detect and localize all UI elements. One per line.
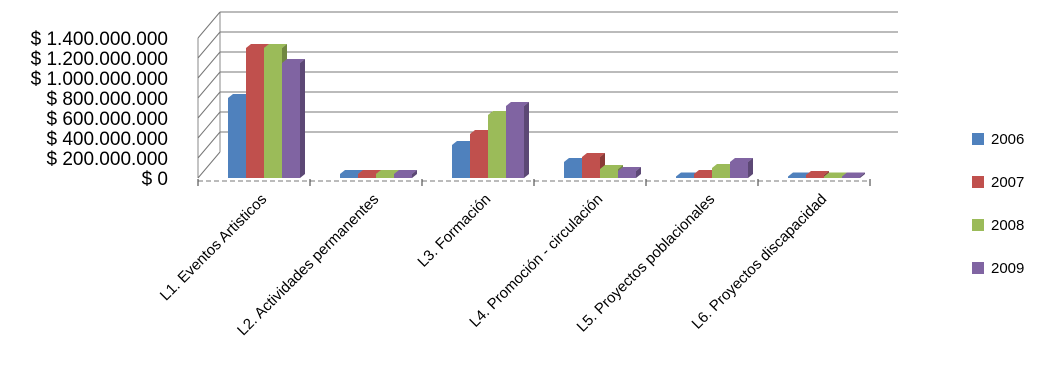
bar-top (730, 158, 753, 162)
bar-top (340, 170, 363, 174)
category-label: L6. Proyectos discapacidad (689, 191, 831, 333)
bar-top (618, 167, 641, 171)
bar-front (600, 169, 618, 178)
legend-label: 2007 (991, 174, 1024, 191)
bar (618, 167, 641, 178)
bar-top (246, 44, 269, 48)
bar (730, 158, 753, 178)
chart-walls (197, 12, 221, 178)
gridline-side (197, 111, 221, 139)
bar-front (488, 115, 506, 178)
bar-front (264, 48, 282, 178)
bar-top (394, 170, 417, 174)
bar-top (376, 170, 399, 174)
bar-top (470, 130, 493, 134)
bar-front (712, 168, 730, 178)
bar-front (376, 174, 394, 178)
bar-front (824, 176, 842, 178)
gridline-side (197, 31, 221, 59)
category-label: L1. Eventos Artisticos (157, 191, 270, 304)
category-label: L3. Formación (414, 191, 494, 271)
bar-front (806, 175, 824, 178)
legend-swatch (972, 262, 984, 274)
bar-top (582, 153, 605, 157)
bar-side (748, 158, 753, 178)
bar-top (358, 170, 381, 174)
gridline-side (197, 131, 221, 159)
bar-front (694, 174, 712, 178)
category-label: L4. Promoción - circulación (466, 191, 606, 331)
bar-front (394, 174, 412, 178)
bar-front (282, 63, 300, 178)
bar-front (506, 106, 524, 178)
bar-side (412, 170, 417, 178)
bar-side (860, 172, 865, 178)
bar-side (300, 59, 305, 178)
bar (394, 170, 417, 178)
y-axis-ticks: $ 0$ 200.000.000$ 400.000.000$ 600.000.0… (31, 29, 168, 190)
gridline-side (197, 151, 221, 179)
gridline-side (197, 51, 221, 79)
bar-front (246, 48, 264, 178)
legend-label: 2006 (991, 131, 1024, 148)
bar-top (488, 111, 511, 115)
y-tick-label: $ 200.000.000 (46, 149, 168, 170)
bar-top (824, 172, 847, 177)
legend-label: 2008 (991, 217, 1024, 234)
y-tick-label: $ 0 (142, 169, 168, 190)
bars (228, 44, 865, 178)
chart-floor (197, 179, 871, 186)
bar-top (452, 141, 475, 145)
gridlines (197, 11, 898, 179)
gridline-side (197, 71, 221, 99)
y-tick-label: $ 800.000.000 (46, 89, 168, 110)
bar-front (582, 157, 600, 178)
bar-side (524, 102, 529, 178)
y-tick-label: $ 1.000.000.000 (31, 69, 168, 90)
bar-top (564, 158, 587, 162)
bar-front (676, 176, 694, 178)
bar-top (842, 172, 865, 177)
gridline-side (197, 91, 221, 119)
bar-top (788, 172, 811, 177)
bar-front (842, 176, 860, 178)
bar-front (730, 162, 748, 178)
bar (842, 172, 865, 178)
bar-front (470, 134, 488, 178)
bar-top (264, 44, 287, 48)
bar-top (806, 171, 829, 175)
y-tick-label: $ 400.000.000 (46, 129, 168, 150)
legend-label: 2009 (991, 260, 1024, 277)
bar-front (564, 162, 582, 178)
legend-swatch (972, 133, 984, 145)
gridline-side (197, 11, 221, 39)
y-tick-label: $ 1.200.000.000 (31, 49, 168, 70)
y-tick-label: $ 600.000.000 (46, 109, 168, 130)
legend-swatch (972, 176, 984, 188)
bar-top (506, 102, 529, 106)
bar-top (282, 59, 305, 63)
bar-front (618, 171, 636, 178)
legend-swatch (972, 219, 984, 231)
bar-front (228, 98, 246, 178)
bar-front (452, 145, 470, 178)
bar (506, 102, 529, 178)
bar-top (600, 165, 623, 169)
bar-top (712, 164, 735, 168)
bar-side (636, 167, 641, 178)
bar-front (358, 174, 376, 178)
bar (282, 59, 305, 178)
bar-top (694, 170, 717, 174)
legend: 2006 2007 2008 2009 (972, 131, 1024, 277)
bar-top (228, 94, 251, 98)
bar-top (676, 172, 699, 177)
y-tick-label: $ 1.400.000.000 (31, 29, 168, 50)
bar-front (340, 174, 358, 178)
bar-front (788, 176, 806, 178)
